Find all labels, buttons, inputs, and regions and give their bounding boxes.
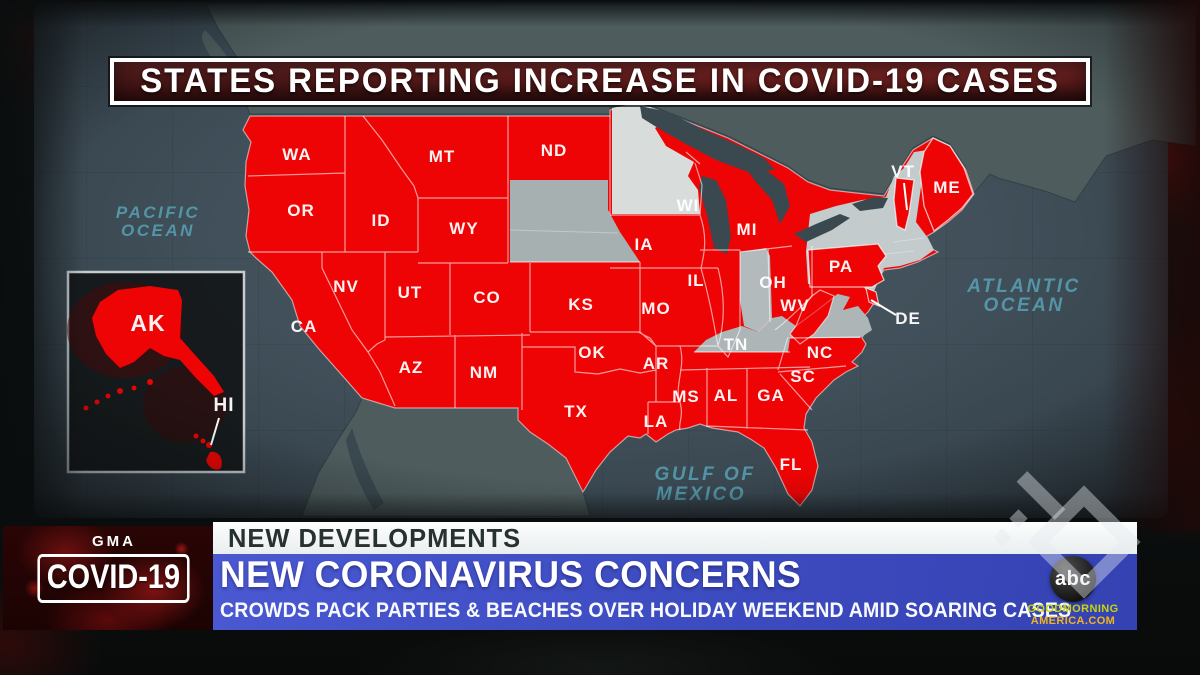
state-label-nv: NV <box>333 277 359 296</box>
state-label-ar: AR <box>643 354 670 373</box>
state-label-az: AZ <box>399 358 424 377</box>
lower-third-subheadline: CROWDS PACK PARTIES & BEACHES OVER HOLID… <box>220 599 1072 622</box>
gulf-of-mexico-label-2: MEXICO <box>656 484 746 505</box>
state-label-vt: VT <box>891 162 915 181</box>
state-label-tn: TN <box>724 335 749 354</box>
state-label-mi: MI <box>737 220 758 239</box>
state-label-wi: WI <box>677 196 700 215</box>
alaska-hawaii-inset <box>66 270 246 474</box>
state-label-ia: IA <box>635 235 654 254</box>
state-label-hi: HI <box>214 395 235 416</box>
atlantic-ocean-label-2: OCEAN <box>983 295 1064 316</box>
state-label-la: LA <box>644 412 669 431</box>
state-label-me: ME <box>933 178 961 197</box>
state-label-nd: ND <box>541 141 568 160</box>
lower-third-banner: NEW CORONAVIRUS CONCERNS CROWDS PACK PAR… <box>213 554 1137 630</box>
state-label-ga: GA <box>757 386 785 405</box>
headline-banner-text: STATES REPORTING INCREASE IN COVID-19 CA… <box>140 62 1060 100</box>
state-label-de: DE <box>895 309 921 328</box>
covid19-logo-text: COVID-19 <box>36 554 189 603</box>
state-label-wy: WY <box>449 219 478 238</box>
atlantic-ocean-label-1: ATLANTIC <box>966 276 1081 297</box>
state-label-or: OR <box>287 201 315 220</box>
state-label-sc: SC <box>790 367 816 386</box>
state-label-ok: OK <box>578 343 606 362</box>
lower-third-headline: NEW CORONAVIRUS CONCERNS <box>220 554 802 595</box>
state-label-ms: MS <box>672 387 700 406</box>
state-label-mt: MT <box>429 147 456 166</box>
state-label-oh: OH <box>759 273 787 292</box>
state-label-wa: WA <box>282 145 311 164</box>
goodmorning-text: GOODMORNING <box>1027 603 1119 615</box>
state-label-ak: AK <box>130 310 165 336</box>
headline-banner: STATES REPORTING INCREASE IN COVID-19 CA… <box>110 58 1090 105</box>
state-label-co: CO <box>473 288 501 307</box>
state-label-wv: WV <box>780 296 809 315</box>
state-label-nm: NM <box>470 363 498 382</box>
state-label-tx: TX <box>564 402 588 421</box>
state-label-mo: MO <box>641 299 670 318</box>
abc-logo-text: abc <box>1055 567 1091 590</box>
state-label-il: IL <box>687 271 704 290</box>
gma-covid19-logo: GMA COVID-19 <box>3 526 213 630</box>
state-label-id: ID <box>372 211 391 230</box>
abc-gma-branding: abc GOODMORNING AMERICA.COM <box>1003 554 1143 630</box>
state-label-pa: PA <box>829 257 853 276</box>
americacom-text: AMERICA.COM <box>1030 615 1116 627</box>
state-label-ca: CA <box>291 317 318 336</box>
pacific-ocean-label-2: OCEAN <box>121 221 195 240</box>
state-label-ks: KS <box>568 295 594 314</box>
kicker-text: NEW DEVELOPMENTS <box>228 522 522 553</box>
pacific-ocean-label-1: PACIFIC <box>116 203 200 222</box>
gma-network-label: GMA <box>92 533 136 550</box>
gulf-of-mexico-label-1: GULF OF <box>655 464 756 485</box>
state-label-fl: FL <box>780 455 803 474</box>
state-label-al: AL <box>714 386 739 405</box>
abc-logo: abc <box>1050 556 1096 602</box>
kicker-strip: NEW DEVELOPMENTS <box>213 522 1137 554</box>
state-label-ut: UT <box>398 283 423 302</box>
state-label-nc: NC <box>807 343 834 362</box>
